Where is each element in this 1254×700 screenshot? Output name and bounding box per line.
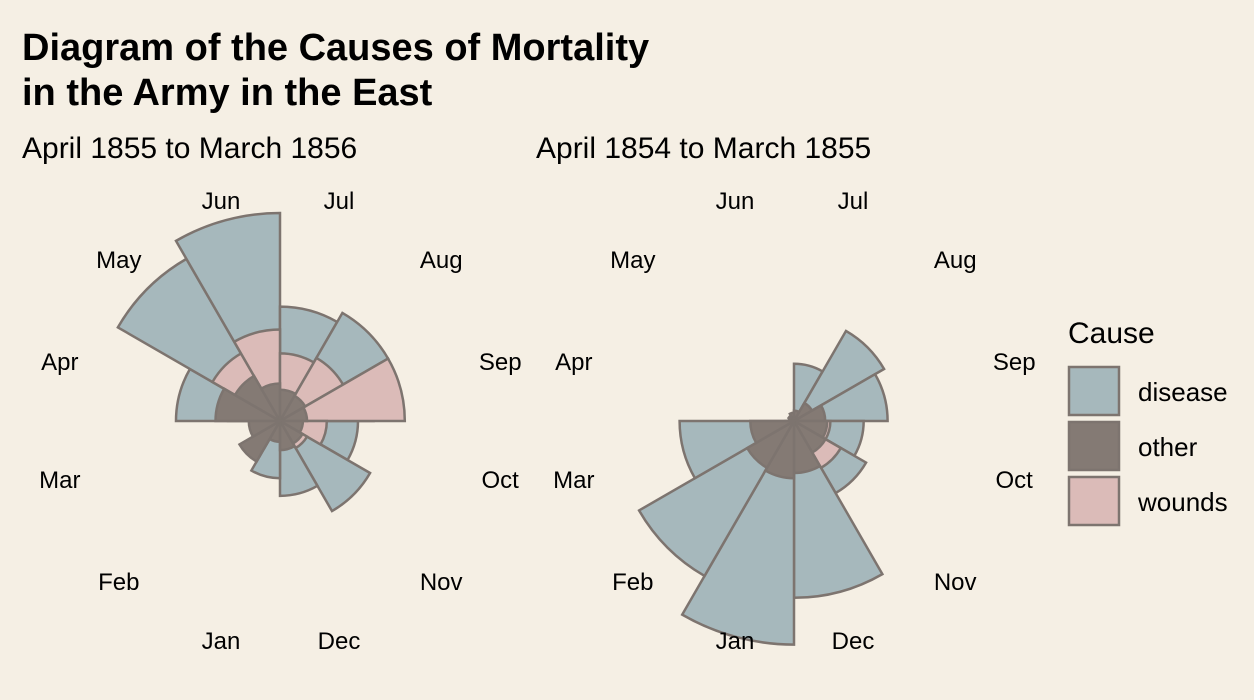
other-wedge-sep	[275, 405, 309, 423]
disease-wedge-jan	[680, 416, 796, 646]
other-wedge-mar	[749, 419, 799, 445]
month-label-jun: Jun	[716, 188, 755, 215]
month-label-feb: Feb	[98, 569, 139, 596]
month-label-jun: Jun	[202, 188, 241, 215]
other-wedge-aug	[276, 394, 307, 425]
rose-panel-1855-1856: April 1855 to March 1856 Apr May Jun Jul Aug…	[22, 132, 522, 655]
chart-title-line-1: Diagram of the Causes of Mortality	[22, 27, 650, 69]
other-wedge-dec	[278, 416, 297, 452]
month-label-jul: Jul	[324, 188, 355, 215]
month-label-may: May	[96, 247, 141, 274]
other-wedge-jun	[259, 382, 282, 426]
month-label-apr: Apr	[555, 349, 592, 376]
month-label-dec: Dec	[832, 628, 875, 655]
legend-title: Cause	[1068, 317, 1155, 350]
chart-title-line-2: in the Army in the East	[22, 72, 433, 114]
other-wedge-may	[233, 374, 284, 425]
rose-subtitle: April 1855 to March 1856	[22, 132, 357, 165]
other-wedge-feb	[745, 417, 798, 470]
month-label-nov: Nov	[934, 569, 977, 596]
legend-swatch-disease	[1067, 365, 1121, 417]
month-label-feb: Feb	[612, 569, 653, 596]
rose-subtitle: April 1854 to March 1855	[536, 132, 871, 165]
month-label-may: May	[610, 247, 655, 274]
legend-swatch-wounds	[1067, 475, 1121, 527]
month-label-aug: Aug	[934, 247, 977, 274]
legend-label-wounds: wounds	[1137, 487, 1228, 517]
month-label-sep: Sep	[993, 349, 1036, 376]
legend-label-disease: disease	[1138, 377, 1228, 407]
legend-swatch-other	[1067, 420, 1121, 472]
month-label-jul: Jul	[838, 188, 869, 215]
month-label-apr: Apr	[41, 349, 78, 376]
month-label-mar: Mar	[553, 467, 594, 494]
month-label-oct: Oct	[482, 467, 520, 494]
month-label-aug: Aug	[420, 247, 463, 274]
month-label-jan: Jan	[202, 628, 241, 655]
other-wedge-feb	[237, 417, 284, 464]
month-label-nov: Nov	[420, 569, 463, 596]
month-label-jan: Jan	[716, 628, 755, 655]
disease-wedge-aug	[790, 329, 886, 425]
legend: Cause disease other wounds	[1067, 317, 1228, 527]
month-label-oct: Oct	[996, 467, 1034, 494]
rose-panel-1854-1855: April 1854 to March 1855 Apr May Jun Jul Aug…	[536, 132, 1036, 655]
other-wedge-mar	[247, 419, 285, 439]
legend-label-other: other	[1138, 432, 1198, 462]
month-label-sep: Sep	[479, 349, 522, 376]
month-label-mar: Mar	[39, 467, 80, 494]
month-label-dec: Dec	[318, 628, 361, 655]
chart-title: Diagram of the Causes of Mortality in th…	[22, 26, 649, 116]
wounds-wedge-sep	[275, 356, 407, 423]
